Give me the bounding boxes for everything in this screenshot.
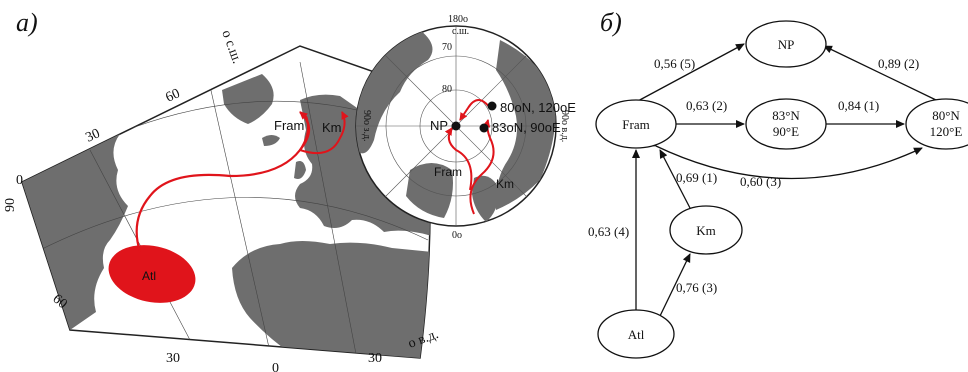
node-fram xyxy=(595,99,677,149)
edge-fram-80 xyxy=(647,138,923,180)
polar-pt2-label: 83оN, 90оE xyxy=(492,120,561,135)
km-track xyxy=(299,111,349,154)
polar-lat-80-label: 80 xyxy=(442,84,452,95)
polar-lon-90e-label: 90о в.д. xyxy=(559,110,570,142)
fram-track xyxy=(299,115,309,151)
node-80n-line2: 120°E xyxy=(930,124,963,139)
node-atl-label: Atl xyxy=(628,327,645,342)
polar-lat-unit-label: с.ш. xyxy=(452,26,469,37)
polar-np-label: NP xyxy=(430,118,448,133)
polar-lon-0-label: 0о xyxy=(452,230,462,241)
lat-0-label: 0 xyxy=(16,173,23,188)
lat-60-label: 60 xyxy=(164,86,183,105)
label-fram: Fram xyxy=(274,118,304,133)
land-greenland xyxy=(222,74,274,124)
polar-map xyxy=(355,25,557,227)
lon-30e-label: 30 xyxy=(368,351,382,366)
land-africa xyxy=(232,241,430,358)
node-atl xyxy=(597,309,675,359)
edge-80-np-label: 0,89 (2) xyxy=(878,56,919,71)
edge-km-fram-label: 0,69 (1) xyxy=(676,170,717,185)
edge-atl-km-label: 0,76 (3) xyxy=(676,280,717,295)
polar-land-greenland xyxy=(406,163,453,218)
polar-fram-track xyxy=(444,127,473,191)
panel-a-label: а) xyxy=(16,8,38,37)
lat-unit-label: о с.ш. xyxy=(218,28,244,66)
edge-fram-np xyxy=(635,43,745,103)
pt-80n-120e xyxy=(487,101,497,111)
edge-fram-83-label: 0,63 (2) xyxy=(686,98,727,113)
polar-np-track xyxy=(459,99,491,121)
node-np-label: NP xyxy=(778,37,795,52)
label-atl: Atl xyxy=(142,269,156,283)
edge-atl-fram-label: 0,63 (4) xyxy=(588,224,629,239)
lon-0-label: 0 xyxy=(272,361,279,372)
lat-90-label: 90 xyxy=(3,198,18,212)
pt-83n-90e xyxy=(479,123,489,133)
land-iceland xyxy=(262,135,280,146)
panel-b-label: б) xyxy=(600,8,622,37)
edge-83-80-label: 0,84 (1) xyxy=(838,98,879,113)
polar-lon-90w-label: 90о з.д. xyxy=(361,110,372,142)
atlantic-map xyxy=(21,45,431,359)
node-np xyxy=(745,20,827,68)
lon-30w-label: 30 xyxy=(166,351,180,366)
node-83n-line1: 83°N xyxy=(772,108,800,123)
np-point xyxy=(451,121,461,131)
node-fram-label: Fram xyxy=(622,117,649,132)
edge-atl-km xyxy=(659,253,691,317)
node-83n-line2: 90°E xyxy=(773,124,799,139)
node-km-label: Km xyxy=(696,223,716,238)
node-80n-line1: 80°N xyxy=(932,108,960,123)
polar-lon-180-label: 180о xyxy=(448,14,468,25)
label-km: Km xyxy=(322,120,342,135)
node-83n xyxy=(745,98,827,150)
land-britain xyxy=(294,161,306,179)
lat-30-label: 30 xyxy=(84,126,103,145)
edge-fram-80-label: 0,60 (3) xyxy=(740,174,781,189)
polar-km-label: Km xyxy=(496,177,514,191)
polar-lat-70-label: 70 xyxy=(442,42,452,53)
edge-fram-np-label: 0,56 (5) xyxy=(654,56,695,71)
node-km xyxy=(669,205,743,255)
atl-region xyxy=(108,245,196,303)
land-north-america xyxy=(22,134,128,330)
correlation-graph xyxy=(595,20,968,359)
polar-pt1-label: 80оN, 120оE xyxy=(500,100,576,115)
edge-km-fram xyxy=(659,149,691,209)
polar-fram-label: Fram xyxy=(434,165,462,179)
polar-land-scandinavia xyxy=(472,175,500,222)
edge-80-np xyxy=(823,45,937,101)
node-80n xyxy=(905,98,968,150)
